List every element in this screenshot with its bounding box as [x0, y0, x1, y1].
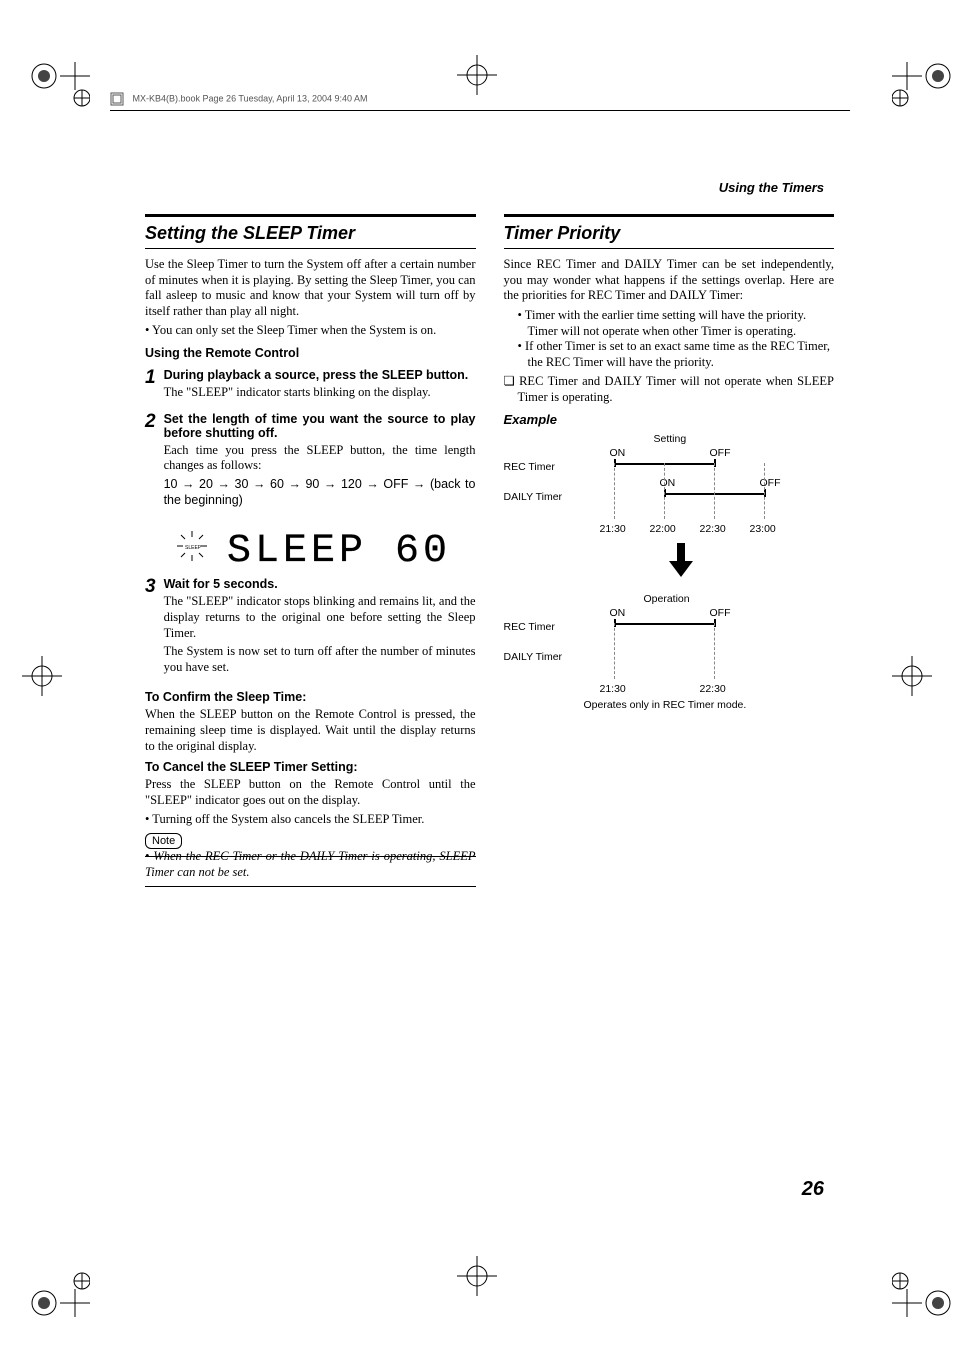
- priority-bullet-1: Timer with the earlier time setting will…: [518, 308, 835, 339]
- lcd-display: SLEEP SLEEP 60: [175, 523, 476, 569]
- page-sheet: MX-KB4(B).book Page 26 Tuesday, April 13…: [0, 0, 954, 1351]
- sleep-intro: Use the Sleep Timer to turn the System o…: [145, 257, 476, 320]
- cancel-bullet: • Turning off the System also cancels th…: [145, 812, 476, 828]
- step-3-head: Wait for 5 seconds.: [164, 577, 476, 591]
- example-label: Example: [504, 412, 835, 427]
- svg-text:SLEEP: SLEEP: [185, 545, 202, 551]
- cropmark-mid-right: [892, 656, 932, 696]
- book-header-line: MX-KB4(B).book Page 26 Tuesday, April 13…: [110, 92, 850, 111]
- cropmark-mid-bottom: [457, 1256, 497, 1296]
- cropmark-bottom-left: [30, 1257, 62, 1289]
- step-2: 2 Set the length of time you want the so…: [145, 412, 476, 512]
- sleep-intro-bullet: • You can only set the Sleep Timer when …: [145, 323, 476, 339]
- step-3-body2: The System is now set to turn off after …: [164, 644, 476, 675]
- sleep-icon: SLEEP: [175, 529, 209, 563]
- section-title-priority: Timer Priority: [504, 221, 835, 246]
- note-text: • When the REC Timer or the DAILY Timer …: [145, 849, 476, 880]
- lcd-text: SLEEP 60: [227, 523, 447, 569]
- step-2-num: 2: [145, 412, 156, 431]
- content-area: Setting the SLEEP Timer Use the Sleep Ti…: [145, 210, 834, 887]
- confirm-body: When the SLEEP button on the Remote Cont…: [145, 707, 476, 754]
- cropmark-top-left: [30, 62, 62, 94]
- timer-diagram: SettingREC TimerDAILY TimerONOFFONOFF21:…: [504, 433, 835, 753]
- cancel-body: Press the SLEEP button on the Remote Con…: [145, 777, 476, 808]
- step-3-body1: The "SLEEP" indicator stops blinking and…: [164, 594, 476, 641]
- step-2-head: Set the length of time you want the sour…: [164, 412, 476, 440]
- remote-heading: Using the Remote Control: [145, 346, 476, 360]
- step-1: 1 During playback a source, press the SL…: [145, 368, 476, 404]
- left-column: Setting the SLEEP Timer Use the Sleep Ti…: [145, 210, 476, 887]
- step-3: 3 Wait for 5 seconds. The "SLEEP" indica…: [145, 577, 476, 678]
- cropmark-mid-left: [22, 656, 62, 696]
- svg-text:SLEEP 60: SLEEP 60: [227, 529, 447, 569]
- priority-qnote: ❏ REC Timer and DAILY Timer will not ope…: [504, 374, 835, 405]
- step-2-body1: Each time you press the SLEEP button, th…: [164, 443, 476, 474]
- book-header-text: MX-KB4(B).book Page 26 Tuesday, April 13…: [133, 93, 368, 103]
- priority-intro: Since REC Timer and DAILY Timer can be s…: [504, 257, 835, 304]
- step-1-head: During playback a source, press the SLEE…: [164, 368, 476, 382]
- note-label: Note: [145, 833, 182, 849]
- section-title-sleep: Setting the SLEEP Timer: [145, 221, 476, 246]
- right-column: Timer Priority Since REC Timer and DAILY…: [504, 210, 835, 887]
- priority-bullets: Timer with the earlier time setting will…: [518, 308, 835, 371]
- step-2-sequence: 10 → 20 → 30 → 60 → 90 → 120 → OFF → (ba…: [164, 477, 476, 508]
- priority-bullet-2: If other Timer is set to an exact same t…: [518, 339, 835, 370]
- cancel-head: To Cancel the SLEEP Timer Setting:: [145, 760, 476, 774]
- step-1-num: 1: [145, 368, 156, 387]
- cropmark-bottom-right: [892, 1257, 924, 1289]
- running-head: Using the Timers: [719, 180, 824, 195]
- cropmark-mid-top: [457, 55, 497, 95]
- step-3-num: 3: [145, 577, 156, 596]
- step-1-body: The "SLEEP" indicator starts blinking on…: [164, 385, 476, 401]
- confirm-head: To Confirm the Sleep Time:: [145, 690, 476, 704]
- page-number: 26: [802, 1178, 824, 1201]
- cropmark-top-right: [892, 62, 924, 94]
